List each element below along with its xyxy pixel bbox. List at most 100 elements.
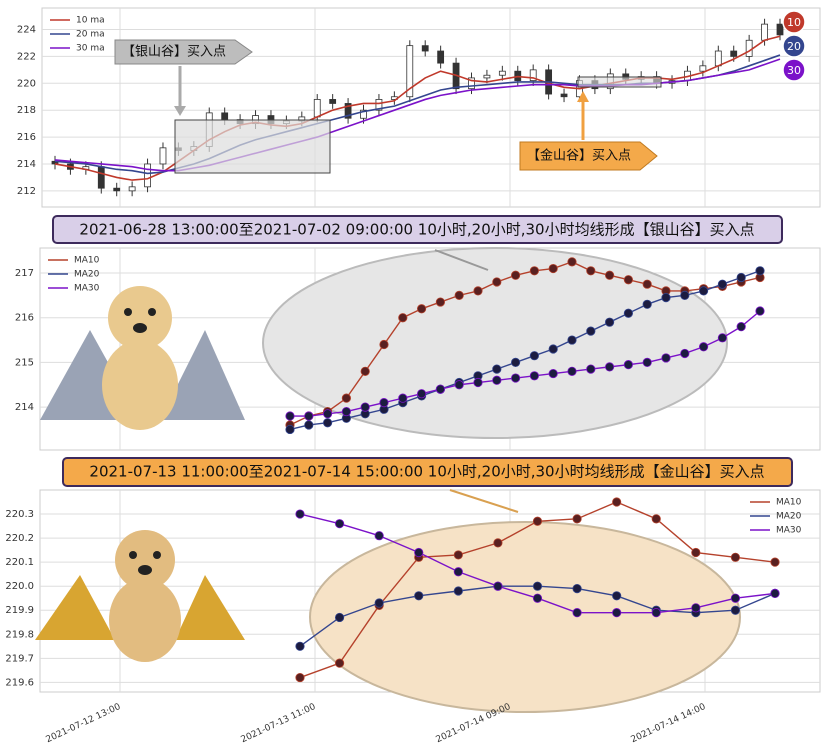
- ma-point: [532, 516, 543, 526]
- ma-point: [736, 322, 746, 332]
- badge-label: 30: [787, 64, 801, 77]
- legend-label: MA10: [74, 256, 100, 266]
- annotation-box: [114, 39, 253, 65]
- ma-point: [304, 420, 314, 430]
- candle-body: [97, 166, 105, 189]
- candle-body: [483, 74, 491, 79]
- ma-point: [453, 550, 463, 560]
- ma-point: [730, 593, 741, 603]
- legend-label: 10 ma: [76, 16, 105, 26]
- arrow: [577, 91, 589, 102]
- ma-point: [334, 658, 345, 668]
- valley-box: [174, 119, 331, 174]
- y-tick-label: 212: [17, 186, 36, 197]
- y-tick-label: 220.1: [5, 557, 34, 568]
- y-tick-label: 216: [15, 313, 34, 324]
- y-tick-label: 214: [17, 159, 36, 170]
- ma-point: [453, 586, 463, 596]
- ma-point: [492, 364, 502, 374]
- candle-body: [468, 77, 475, 90]
- ma-point: [416, 304, 427, 314]
- ma-point: [295, 672, 305, 683]
- ma-point: [770, 557, 780, 567]
- ma-point: [567, 257, 577, 267]
- ma-point: [532, 581, 543, 591]
- ma-point: [435, 297, 445, 307]
- ma-point: [510, 270, 521, 280]
- ma-point: [698, 286, 709, 296]
- ma-point: [661, 293, 671, 303]
- ma-point: [567, 335, 577, 345]
- banner-title: 2021-06-28 13:00:00至2021-07-02 09:00:00 …: [79, 221, 754, 239]
- annotation-box: [519, 141, 658, 171]
- candle-body: [437, 50, 445, 64]
- ma-point: [492, 375, 502, 385]
- candle-body: [159, 147, 167, 165]
- ma-point: [334, 519, 345, 529]
- legend-label: 20 ma: [76, 30, 105, 40]
- legend-label: MA20: [74, 270, 100, 280]
- annotation: 【银山谷】买入点: [122, 45, 226, 60]
- ma-point: [360, 366, 370, 376]
- badge: [782, 10, 806, 34]
- ma-point: [586, 364, 596, 374]
- badge: [782, 34, 806, 58]
- ma-point: [567, 366, 577, 376]
- ma-point: [586, 326, 596, 336]
- candle-body: [313, 99, 321, 118]
- ma-point: [295, 641, 305, 651]
- ma-point: [304, 411, 314, 421]
- candle-body: [344, 103, 352, 119]
- candle-body: [699, 65, 707, 72]
- ma-point: [414, 547, 424, 558]
- ma-point: [374, 531, 384, 541]
- ma-point: [572, 583, 582, 594]
- ma-point: [493, 538, 503, 548]
- ma-point: [572, 514, 582, 524]
- y-tick-label: 217: [15, 268, 34, 279]
- ma-point: [691, 603, 701, 613]
- ma-point: [548, 368, 558, 379]
- banner-title: 2021-07-13 11:00:00至2021-07-14 15:00:00 …: [89, 463, 764, 481]
- ma-point: [680, 348, 690, 359]
- ma-point: [717, 279, 728, 289]
- ma-point: [529, 266, 540, 276]
- y-tick-label: 219.8: [5, 629, 34, 640]
- y-tick-label: 216: [17, 132, 36, 143]
- y-tick-label: 214: [15, 402, 34, 413]
- candle-body: [714, 50, 722, 67]
- ma-point: [510, 357, 521, 368]
- ma-point: [341, 393, 351, 403]
- ma-point: [604, 270, 615, 280]
- ma-point: [730, 605, 741, 615]
- ma-point: [661, 353, 671, 363]
- ma-point: [414, 591, 424, 601]
- y-tick-label: 220.2: [5, 533, 34, 544]
- pointer: [449, 489, 519, 513]
- ma-point: [548, 263, 558, 274]
- ma-point: [612, 497, 622, 507]
- ma-point: [755, 306, 765, 316]
- candle-body: [360, 109, 367, 119]
- annotation: 【金山谷】买入点: [527, 148, 631, 164]
- arrow: [174, 106, 186, 116]
- ma-point: [416, 389, 427, 399]
- dog-decoration: [40, 286, 245, 430]
- candle-body: [730, 50, 738, 57]
- ma-point: [604, 317, 615, 327]
- legend-label: MA10: [776, 498, 802, 508]
- candle-body: [498, 70, 506, 76]
- ma-point: [295, 509, 305, 519]
- candle-body: [421, 45, 429, 52]
- ma-point: [532, 593, 543, 603]
- ma-point: [285, 424, 295, 435]
- plot-area: [41, 7, 821, 208]
- candle-body: [113, 187, 121, 192]
- candle-body: [406, 45, 414, 98]
- ma-point: [473, 377, 483, 388]
- badge-label: 20: [787, 40, 801, 53]
- banner: [62, 457, 793, 487]
- y-tick-label: 219.9: [5, 605, 34, 616]
- ma-point: [572, 608, 582, 618]
- candle-body: [329, 99, 337, 104]
